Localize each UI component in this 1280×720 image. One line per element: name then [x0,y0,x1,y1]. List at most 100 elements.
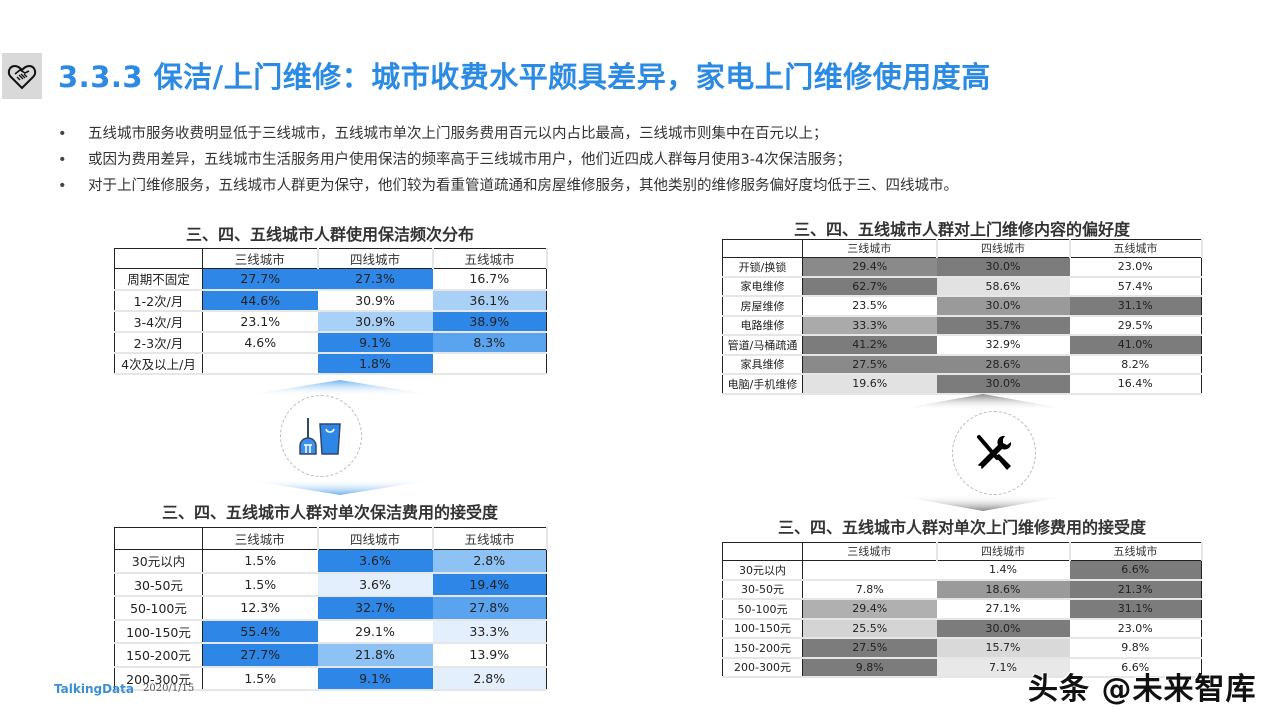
table-cell: 2.8% [432,549,547,574]
cleaning-icon-circle [280,395,362,477]
table-cell: 1.5% [202,666,318,691]
column-header: 五线城市 [1069,542,1203,561]
table-cell: 41.0% [1069,335,1202,356]
table-row: 150-200元 27.7% 21.8% 13.9% [114,643,547,668]
table-cell: 9.1% [317,666,433,691]
bullet-item: • 对于上门维修服务，五线城市人群更为保守，他们较为看重管道疏通和房屋维修服务，其… [58,173,1258,199]
column-header: 四线城市 [317,527,434,550]
table-cell: 30.0% [936,296,1070,317]
table-cell: 30.0% [936,257,1070,278]
column-header: 四线城市 [936,542,1071,561]
header-corner [722,239,803,258]
bullet-text: 对于上门维修服务，五线城市人群更为保守，他们较为看重管道疏通和房屋维修服务，其他… [88,178,958,194]
table-row: 1-2次/月 44.6% 30.9% 36.1% [114,289,547,312]
table-cell: 1.5% [202,549,318,574]
row-label: 房屋维修 [722,296,803,317]
column-header: 三线城市 [202,527,319,550]
table-row: 30-50元 7.8% 18.6% 21.3% [722,579,1202,600]
bullet-item: • 或因为费用差异，五线城市生活服务用户使用保洁的频率高于三线城市用户，他们近四成… [58,147,1258,173]
column-header: 四线城市 [936,239,1071,258]
table-cell: 30.0% [936,374,1070,395]
table-cell: 30.9% [317,289,433,312]
cleaning-fee-table: 三线城市 四线城市 五线城市 30元以内 1.5% 3.6% 2.8% 30-50元 1.5% 3… [114,527,548,691]
table-cell: 6.6% [1069,560,1202,581]
bullet-dot: • [58,152,67,168]
column-header: 三线城市 [802,239,938,258]
table-cell: 25.5% [802,618,937,639]
table-row: 100-150元 25.5% 30.0% 23.0% [722,618,1202,639]
table-row: 周期不固定 27.7% 27.3% 16.7% [114,268,547,291]
row-label: 周期不固定 [114,268,203,291]
table-row: 200-300元 9.8% 7.1% 6.6% [722,657,1202,678]
row-label: 100-150元 [114,619,203,644]
bullet-item: • 五线城市服务收费明显低于三线城市，五线城市单次上门服务费用百元以内占比最高，三… [58,121,1258,147]
heart-handshake-icon [7,64,37,90]
table-cell: 27.7% [202,643,318,668]
repair-fee-table: 三线城市 四线城市 五线城市 30元以内 1.4% 6.6% 30-50元 7.8% 18.6%… [722,542,1203,678]
table-row: 50-100元 29.4% 27.1% 31.1% [722,599,1202,620]
table-cell: 33.3% [432,619,547,644]
table-cell: 9.1% [317,331,433,354]
table-cell [432,352,547,375]
table-cell: 19.6% [802,374,937,395]
row-label: 电脑/手机维修 [722,374,803,395]
table-cell: 1.5% [202,572,318,597]
table-cell: 57.4% [1069,276,1202,297]
row-label: 电路维修 [722,315,803,336]
broom-bucket-icon [299,418,341,455]
table-cell: 21.8% [317,643,433,668]
table-row: 30元以内 1.5% 3.6% 2.8% [114,549,547,574]
table-row: 200-300元 1.5% 9.1% 2.8% [114,666,547,691]
column-header: 五线城市 [1069,239,1203,258]
row-label: 30元以内 [722,560,803,581]
repair-preference-table: 三线城市 四线城市 五线城市 开锁/换锁 29.4% 30.0% 23.0% 家电维修 62.7… [722,239,1203,395]
table-row: 电路维修 33.3% 35.7% 29.5% [722,315,1202,336]
table-cell: 33.3% [802,315,937,336]
table-row: 家电维修 62.7% 58.6% 57.4% [722,276,1202,297]
table-cell: 36.1% [432,289,547,312]
table-cell: 23.5% [802,296,937,317]
table-cell: 30.9% [317,310,433,333]
table-row: 管道/马桶疏通 41.2% 32.9% 41.0% [722,335,1202,356]
row-label: 30-50元 [722,579,803,600]
row-label: 4次及以上/月 [114,352,203,375]
table-cell: 32.7% [317,596,433,621]
row-label: 50-100元 [114,596,203,621]
cleaning-frequency-table: 三线城市 四线城市 五线城市 周期不固定 27.7% 27.3% 16.7% 1-2次/月 44… [114,248,548,375]
row-label: 200-300元 [722,657,803,678]
table-cell: 28.6% [936,354,1070,375]
table-header-row: 三线城市 四线城市 五线城市 [722,542,1203,561]
divider-arrow-down [893,495,1073,511]
table-cell: 29.4% [802,599,937,620]
repair-fee-title: 三、四、五线城市人群对单次上门维修费用的接受度 [777,518,1146,537]
table-cell: 29.1% [317,619,433,644]
table-cell: 44.6% [202,289,318,312]
table-cell: 62.7% [802,276,937,297]
table-cell: 27.3% [317,268,433,291]
table-cell: 23.0% [1069,257,1202,278]
table-cell: 27.1% [936,599,1070,620]
cleaning-frequency-title: 三、四、五线城市人群使用保洁频次分布 [185,225,474,244]
table-cell: 7.8% [802,579,937,600]
table-cell: 27.5% [802,354,937,375]
bullet-list: • 五线城市服务收费明显低于三线城市，五线城市单次上门服务费用百元以内占比最高，三… [58,121,1258,199]
table-cell: 35.7% [936,315,1070,336]
table-row: 2-3次/月 4.6% 9.1% 8.3% [114,331,547,354]
table-cell: 29.5% [1069,315,1202,336]
table-cell [202,352,318,375]
table-row: 3-4次/月 23.1% 30.9% 38.9% [114,310,547,333]
table-row: 4次及以上/月 1.8% [114,352,547,375]
brand-logo: TalkingData [54,682,134,696]
table-cell: 4.6% [202,331,318,354]
table-row: 100-150元 55.4% 29.1% 33.3% [114,619,547,644]
table-cell: 16.4% [1069,374,1202,395]
table-cell: 3.6% [317,572,433,597]
header-corner [114,527,203,550]
table-cell [802,560,937,581]
row-label: 1-2次/月 [114,289,203,312]
divider-arrow-up [240,380,440,396]
table-cell: 6.6% [1069,657,1202,678]
table-row: 房屋维修 23.5% 30.0% 31.1% [722,296,1202,317]
table-cell: 27.8% [432,596,547,621]
table-cell: 27.5% [802,638,937,659]
